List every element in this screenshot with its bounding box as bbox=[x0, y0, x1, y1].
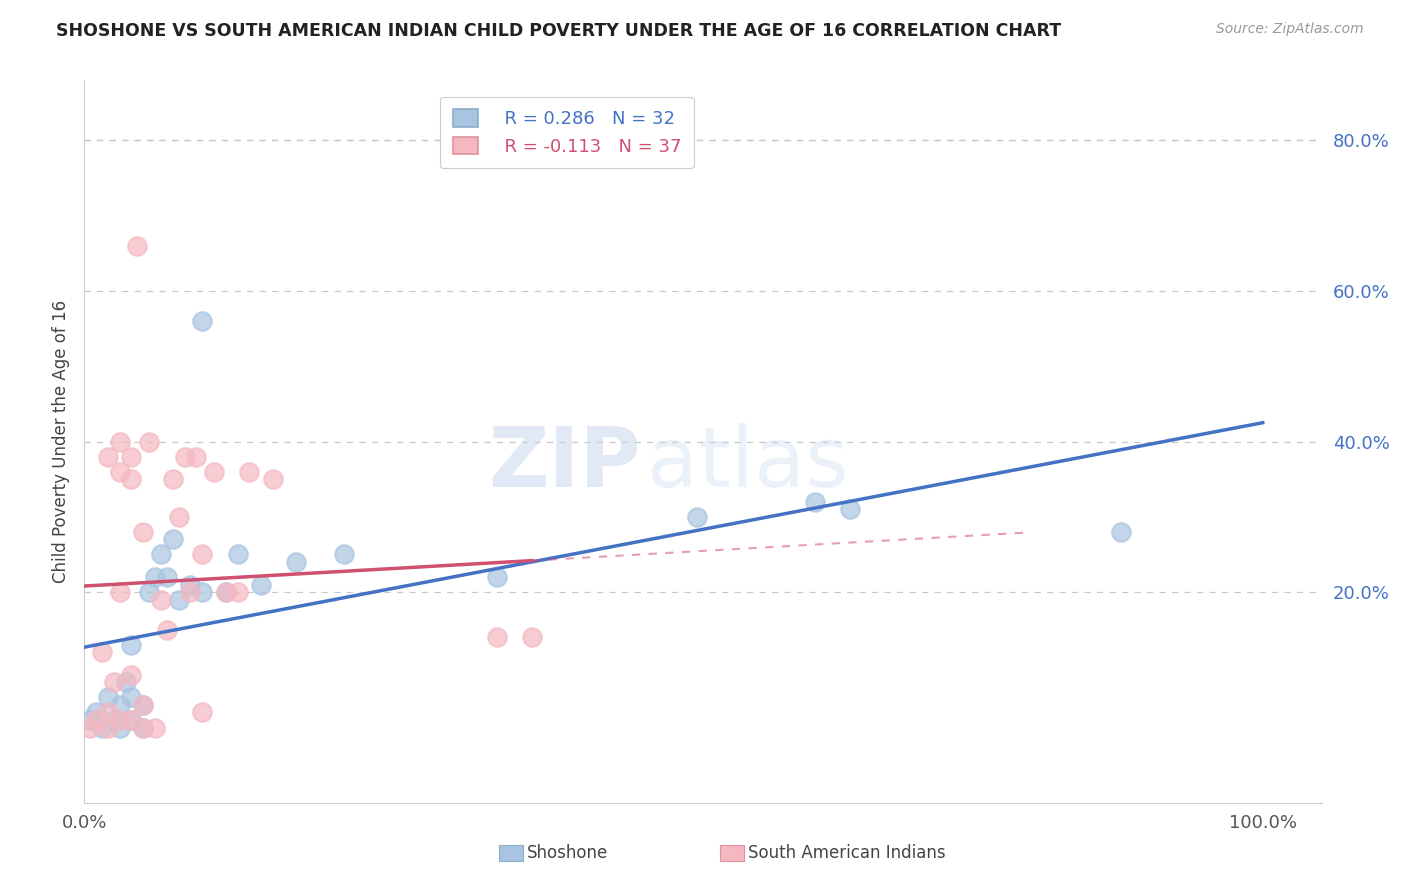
Point bbox=[79, 721, 101, 735]
Point bbox=[103, 675, 125, 690]
Text: ZIP: ZIP bbox=[489, 423, 641, 504]
Point bbox=[121, 472, 143, 486]
Point bbox=[149, 592, 172, 607]
Text: atlas: atlas bbox=[647, 423, 849, 504]
Point bbox=[97, 721, 120, 735]
Point bbox=[121, 638, 143, 652]
Point bbox=[108, 721, 131, 735]
Point bbox=[804, 494, 827, 508]
Point bbox=[138, 585, 160, 599]
Point bbox=[121, 668, 143, 682]
Bar bbox=[720, 845, 744, 861]
Point bbox=[191, 548, 214, 562]
Point bbox=[226, 548, 249, 562]
Point bbox=[114, 675, 136, 690]
Text: South American Indians: South American Indians bbox=[748, 844, 946, 862]
Point bbox=[84, 706, 107, 720]
Point bbox=[108, 713, 131, 727]
Point bbox=[186, 450, 208, 464]
Point bbox=[132, 721, 155, 735]
Point bbox=[121, 690, 143, 705]
Point bbox=[97, 690, 120, 705]
Point bbox=[91, 645, 114, 659]
Point bbox=[156, 570, 179, 584]
Point bbox=[238, 465, 260, 479]
Point bbox=[97, 706, 120, 720]
Point bbox=[226, 585, 249, 599]
Point bbox=[108, 585, 131, 599]
Point bbox=[162, 472, 184, 486]
Point bbox=[215, 585, 238, 599]
Point bbox=[143, 721, 166, 735]
Text: Source: ZipAtlas.com: Source: ZipAtlas.com bbox=[1216, 22, 1364, 37]
Point bbox=[103, 713, 125, 727]
Point bbox=[108, 465, 131, 479]
Point bbox=[1111, 524, 1133, 539]
Point bbox=[121, 713, 143, 727]
Point bbox=[121, 450, 143, 464]
Point bbox=[520, 630, 543, 644]
Point bbox=[215, 585, 238, 599]
Point bbox=[191, 585, 214, 599]
Point bbox=[285, 555, 308, 569]
Point bbox=[91, 721, 114, 735]
Point bbox=[138, 434, 160, 449]
Text: SHOSHONE VS SOUTH AMERICAN INDIAN CHILD POVERTY UNDER THE AGE OF 16 CORRELATION : SHOSHONE VS SOUTH AMERICAN INDIAN CHILD … bbox=[56, 22, 1062, 40]
Point bbox=[191, 314, 214, 328]
Point bbox=[485, 570, 508, 584]
Point bbox=[79, 713, 101, 727]
Point bbox=[132, 698, 155, 712]
Point bbox=[686, 509, 709, 524]
Point bbox=[262, 472, 284, 486]
Point bbox=[121, 713, 143, 727]
Legend:   R = 0.286   N = 32,   R = -0.113   N = 37: R = 0.286 N = 32, R = -0.113 N = 37 bbox=[440, 96, 693, 169]
Point bbox=[485, 630, 508, 644]
Point bbox=[84, 713, 107, 727]
Point bbox=[173, 450, 195, 464]
Point bbox=[108, 698, 131, 712]
Point bbox=[179, 585, 201, 599]
Point bbox=[202, 465, 225, 479]
Point bbox=[97, 450, 120, 464]
Point bbox=[191, 706, 214, 720]
Point bbox=[127, 239, 149, 253]
Point bbox=[162, 533, 184, 547]
Point bbox=[167, 592, 190, 607]
Point bbox=[250, 577, 273, 591]
Point bbox=[149, 548, 172, 562]
Y-axis label: Child Poverty Under the Age of 16: Child Poverty Under the Age of 16 bbox=[52, 300, 70, 583]
Bar bbox=[499, 845, 523, 861]
Point bbox=[108, 434, 131, 449]
Point bbox=[332, 548, 354, 562]
Point bbox=[179, 577, 201, 591]
Point bbox=[132, 721, 155, 735]
Point bbox=[839, 502, 862, 516]
Point bbox=[143, 570, 166, 584]
Point bbox=[156, 623, 179, 637]
Point bbox=[167, 509, 190, 524]
Point bbox=[132, 524, 155, 539]
Point bbox=[132, 698, 155, 712]
Text: Shoshone: Shoshone bbox=[527, 844, 609, 862]
